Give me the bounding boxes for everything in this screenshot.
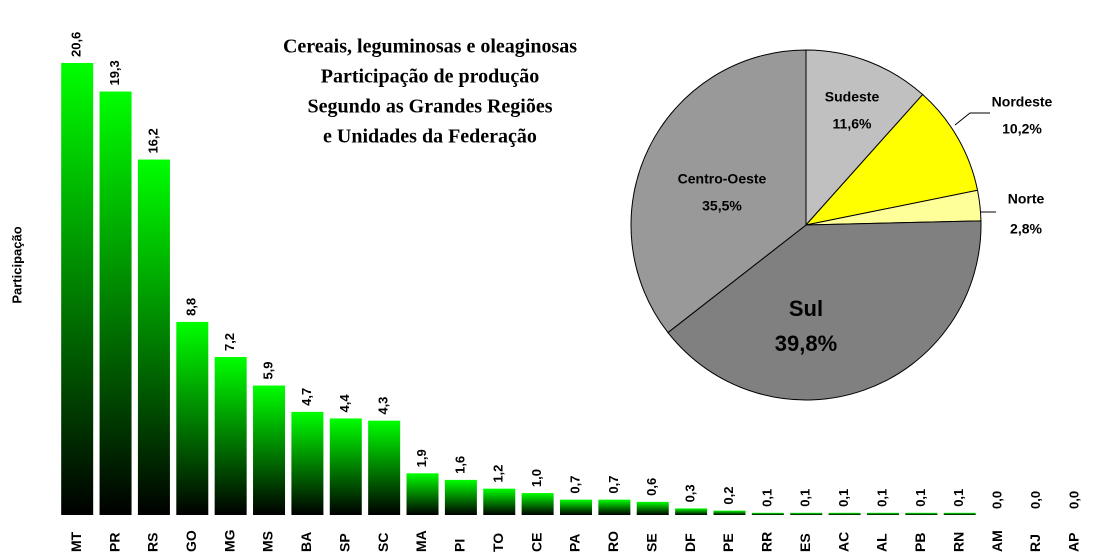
value-label: 0,1: [874, 489, 889, 507]
x-tick-label: SP: [336, 533, 352, 552]
x-tick-label: PE: [720, 533, 736, 552]
pie-slice: [630, 49, 807, 334]
slice-label: Centro-Oeste: [678, 171, 767, 187]
bar: [751, 512, 784, 515]
x-tick-label: AL: [874, 533, 890, 552]
value-label: 1,2: [491, 465, 506, 483]
value-label: 0,6: [644, 478, 659, 496]
bar: [368, 420, 401, 515]
pie-slice: [805, 49, 924, 227]
value-label: 0,1: [798, 489, 813, 507]
x-tick-label: BA: [298, 532, 314, 552]
bar: [521, 493, 554, 515]
x-tick-label: PB: [912, 533, 928, 552]
value-label: 0,1: [759, 489, 774, 507]
x-tick-label: ES: [797, 533, 813, 552]
x-tick-label: CE: [528, 533, 544, 552]
bar: [905, 512, 938, 515]
bar: [253, 385, 286, 515]
x-tick-label: PI: [452, 539, 468, 552]
value-label: 20,6: [69, 32, 84, 57]
bar: [943, 512, 976, 515]
bar: [176, 321, 209, 515]
value-label: 5,9: [260, 361, 275, 379]
bar: [406, 473, 439, 515]
chart-title: e Unidades da Federação: [323, 126, 537, 148]
slice-value: 10,2%: [1002, 121, 1042, 137]
bar: [828, 512, 861, 515]
value-label: 4,4: [337, 394, 352, 413]
x-tick-label: MT: [68, 531, 84, 552]
bar: [636, 501, 669, 515]
x-tick-label: SE: [643, 533, 659, 552]
value-label: 4,3: [376, 397, 391, 415]
x-tick-label: PR: [106, 533, 122, 552]
slice-label: Sul: [789, 296, 823, 321]
value-label: 16,2: [145, 128, 160, 153]
x-tick-label: AP: [1066, 533, 1082, 552]
value-label: 0,3: [683, 484, 698, 502]
value-label: 0,7: [606, 476, 621, 494]
bar: [866, 512, 899, 515]
bar: [137, 159, 170, 515]
bar: [214, 357, 247, 515]
value-label: 8,8: [184, 298, 199, 316]
x-tick-label: AM: [989, 530, 1005, 552]
slice-value: 39,8%: [775, 331, 837, 356]
slice-value: 35,5%: [702, 198, 742, 214]
bar: [483, 488, 516, 515]
value-label: 1,9: [414, 449, 429, 467]
pie-slice: [667, 220, 982, 401]
bar: [598, 499, 631, 515]
x-tick-label: PA: [567, 534, 583, 552]
value-label: 0,7: [567, 476, 582, 494]
bar: [713, 510, 746, 515]
x-tick-label: RN: [950, 532, 966, 552]
value-label: 4,7: [299, 388, 314, 406]
slice-value: 11,6%: [833, 116, 872, 132]
slice-label: Norte: [1008, 191, 1045, 207]
value-label: 0,0: [990, 491, 1005, 509]
value-label: 0,0: [1028, 491, 1043, 509]
value-label: 1,0: [529, 469, 544, 487]
x-tick-label: DF: [682, 533, 698, 552]
value-label: 19,3: [107, 60, 122, 85]
x-tick-label: AC: [835, 532, 851, 552]
x-tick-label: MS: [260, 531, 276, 552]
x-tick-label: MA: [413, 530, 429, 552]
value-label: 0,2: [721, 487, 736, 505]
value-label: 7,2: [222, 333, 237, 351]
value-label: 0,1: [951, 489, 966, 507]
slice-value: 2,8%: [1010, 221, 1042, 237]
bar: [61, 63, 94, 515]
chart-title: Cereais, leguminosas e oleaginosas: [283, 36, 577, 58]
value-label: 0,0: [1066, 491, 1081, 509]
slice-label: Nordeste: [992, 94, 1053, 110]
y-axis-label: Participação: [9, 226, 24, 303]
x-tick-label: MG: [221, 529, 237, 552]
bar: [99, 91, 132, 516]
pie-slice: [804, 93, 979, 226]
x-tick-label: RS: [145, 533, 161, 552]
bar: [790, 512, 823, 515]
bar: [444, 479, 477, 515]
bar: [560, 499, 592, 515]
slice-label: Sudeste: [825, 89, 880, 105]
x-tick-label: RJ: [1027, 534, 1043, 552]
x-tick-label: RR: [759, 532, 775, 552]
chart-title: Segundo as Grandes Regiões: [307, 96, 552, 118]
chart-title: Participação de produção: [321, 66, 540, 88]
x-tick-label: RO: [605, 531, 621, 552]
leader-line: [954, 112, 990, 126]
x-tick-label: TO: [490, 533, 506, 552]
value-label: 0,1: [836, 489, 851, 507]
bar: [329, 418, 362, 515]
bar: [675, 508, 708, 515]
x-tick-label: GO: [183, 530, 199, 552]
value-label: 0,1: [913, 489, 928, 507]
bar: [291, 411, 324, 515]
x-tick-label: SC: [375, 533, 391, 552]
value-label: 1,6: [452, 456, 467, 474]
